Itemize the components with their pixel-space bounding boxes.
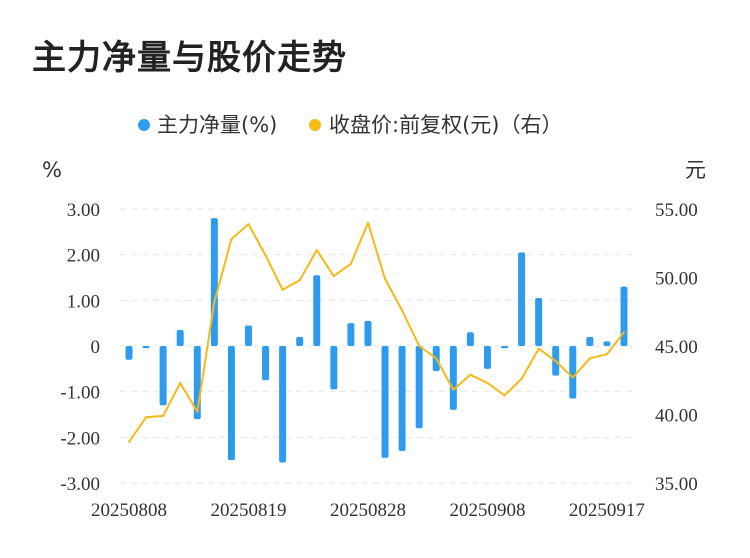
net-flow-bar <box>501 346 509 349</box>
net-flow-bar <box>569 346 577 399</box>
close-price-point <box>281 288 284 291</box>
close-price-point <box>503 394 506 397</box>
net-flow-bar <box>330 346 338 390</box>
right-tick-label: 45.00 <box>655 337 698 358</box>
x-tick-label: 20250808 <box>91 500 167 521</box>
net-flow-bar <box>313 275 321 346</box>
net-flow-bar <box>586 336 594 346</box>
right-tick-label: 50.00 <box>655 269 698 290</box>
net-flow-bar <box>210 218 218 346</box>
net-flow-bar <box>415 346 423 429</box>
close-price-point <box>162 414 165 417</box>
close-price-point <box>128 440 130 443</box>
close-price-point <box>571 376 574 379</box>
close-price-point <box>179 381 182 384</box>
close-price-point <box>196 410 199 413</box>
close-price-point <box>486 381 489 384</box>
close-price-point <box>554 360 557 363</box>
close-price-point <box>145 416 148 419</box>
close-price-point <box>230 238 233 241</box>
x-tick-label: 20250819 <box>210 500 286 521</box>
close-price-point <box>349 262 352 265</box>
net-flow-bar <box>620 286 628 346</box>
left-tick-label: 1.00 <box>67 291 100 312</box>
left-axis: 3.00 2.00 1.00 0 -1.00 -2.00 -3.00 <box>60 200 100 495</box>
x-tick-label: 20250917 <box>569 500 645 521</box>
left-tick-label: -2.00 <box>60 428 100 449</box>
close-price-point <box>298 279 301 282</box>
net-flow-bar <box>364 320 372 346</box>
close-price-point <box>452 388 455 391</box>
net-flow-bar <box>262 346 270 381</box>
net-flow-bar <box>159 346 167 406</box>
net-flow-bar <box>449 346 457 410</box>
close-price-point <box>366 221 369 224</box>
close-price-point <box>213 301 216 304</box>
close-price-polyline <box>128 221 625 443</box>
right-axis: 55.00 50.00 45.00 40.00 35.00 <box>655 200 698 495</box>
left-tick-label: -3.00 <box>60 474 100 495</box>
legend: 主力净量(%) 收盘价:前复权(元)（右） <box>138 113 562 137</box>
right-tick-label: 55.00 <box>655 200 698 221</box>
close-price-point <box>332 275 335 278</box>
legend-label-close-price: 收盘价:前复权(元)（右） <box>329 113 562 137</box>
right-axis-unit: 元 <box>685 158 706 182</box>
right-tick-label: 35.00 <box>655 474 698 495</box>
right-tick-label: 40.00 <box>655 406 698 427</box>
net-flow-bar <box>518 252 526 346</box>
net-flow-bar <box>279 346 287 463</box>
close-price-point <box>520 377 523 380</box>
close-price-point <box>588 357 591 360</box>
net-flow-bar <box>603 341 611 346</box>
legend-item-close-price[interactable]: 收盘价:前复权(元)（右） <box>309 113 562 137</box>
left-tick-label: 3.00 <box>67 200 100 221</box>
legend-marker-net-flow <box>138 119 150 131</box>
legend-label-net-flow: 主力净量(%) <box>157 113 277 137</box>
close-price-point <box>435 357 438 360</box>
net-flow-bar <box>176 330 184 346</box>
net-flow-bar <box>347 323 355 346</box>
close-price-point <box>247 223 250 226</box>
net-flow-bar <box>398 346 406 452</box>
left-tick-label: 2.00 <box>67 246 100 267</box>
gridlines <box>120 208 632 484</box>
net-flow-bar <box>125 346 133 360</box>
legend-marker-close-price <box>309 119 321 131</box>
close-price-point <box>605 353 608 356</box>
left-axis-unit: % <box>42 158 62 182</box>
net-flow-bar <box>466 332 474 346</box>
close-price-point <box>469 373 472 376</box>
left-tick-label: -1.00 <box>60 383 100 404</box>
close-price-line <box>128 221 625 443</box>
net-flow-bar <box>142 346 150 349</box>
net-flow-bar <box>381 346 389 458</box>
x-axis: 20250808 20250819 20250828 20250908 20250917 <box>91 500 645 521</box>
page-title: 主力净量与股价走势 <box>32 38 347 78</box>
close-price-point <box>401 309 404 312</box>
close-price-point <box>384 277 387 280</box>
net-flow-bar <box>227 346 235 461</box>
net-flow-bar <box>296 336 304 346</box>
x-tick-label: 20250908 <box>449 500 525 521</box>
close-price-point <box>418 345 421 347</box>
x-tick-label: 20250828 <box>330 500 406 521</box>
net-flow-bar <box>483 346 491 369</box>
close-price-point <box>537 347 540 350</box>
close-price-point <box>315 249 318 252</box>
legend-item-net-flow[interactable]: 主力净量(%) <box>138 113 277 137</box>
net-flow-bar <box>535 298 543 346</box>
close-price-point <box>264 254 267 257</box>
net-flow-bar <box>244 325 252 346</box>
left-tick-label: 0 <box>91 337 101 358</box>
close-price-point <box>623 331 625 334</box>
